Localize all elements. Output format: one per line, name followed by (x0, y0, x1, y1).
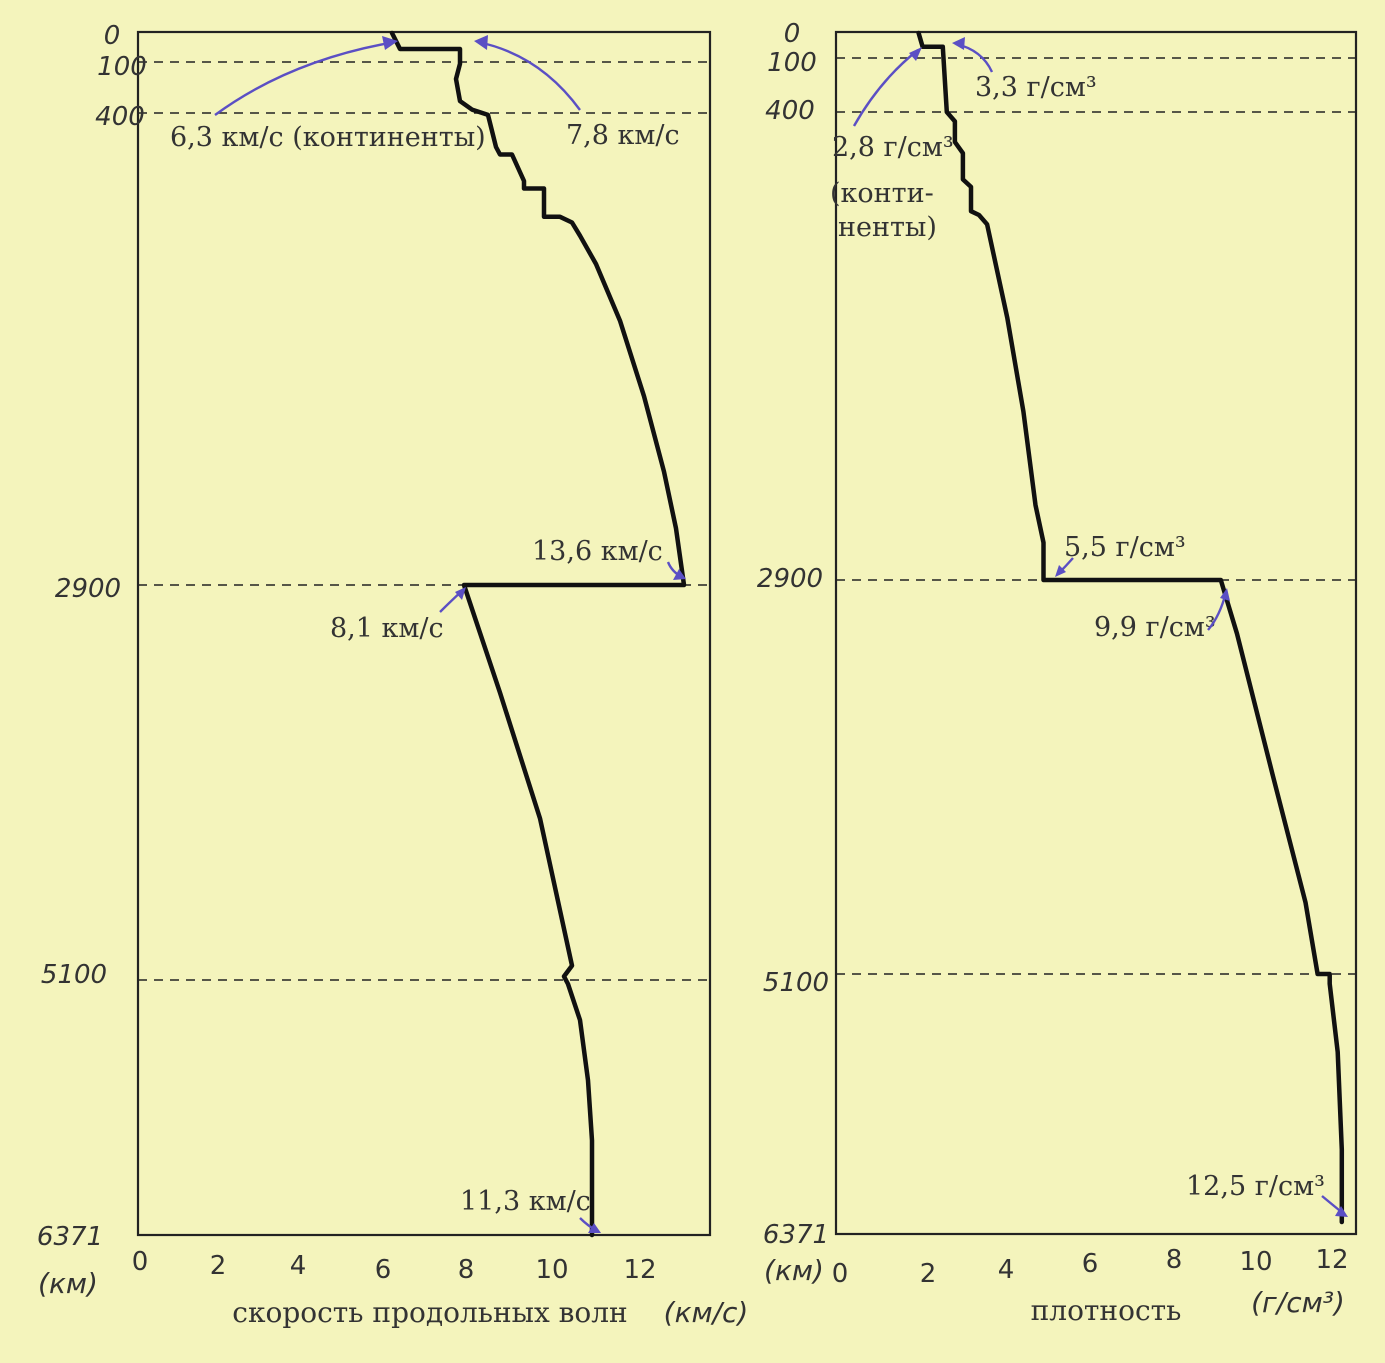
depth-tick-100: 100 (767, 48, 817, 78)
annotation-crust-density-note: (конти- (830, 178, 934, 209)
depth-tick-6371: 6371 (763, 1220, 829, 1250)
annotation-mantle-velocity: 7,8 км/с (566, 120, 680, 151)
depth-tick-0: 0 (104, 21, 121, 51)
arrowhead (382, 36, 398, 50)
arrowhead (474, 35, 488, 50)
density-plot-frame (834, 30, 1358, 1236)
x-tick-label: 4 (998, 1255, 1015, 1285)
annotation-lower-mantle-velocity: 13,6 км/с (532, 536, 663, 567)
annotation-outer-core-density: 9,9 г/см³ (1094, 612, 1216, 643)
depth-tick-5100: 5100 (763, 968, 829, 998)
x-tick-label: 6 (375, 1255, 392, 1285)
arrow (477, 40, 581, 111)
velocity-chart: 0 100 400 2900 5100 6371 (км) 0 2 4 6 8 … (37, 21, 748, 1329)
arrowhead (1055, 565, 1066, 577)
arrowhead (1220, 588, 1230, 601)
depth-tick-5100: 5100 (41, 960, 107, 990)
x-tick-label: 0 (132, 1247, 149, 1277)
arrow (852, 49, 919, 127)
x-tick-label: 12 (1315, 1245, 1348, 1275)
depth-tick-100: 100 (97, 52, 147, 82)
velocity-axis-label: скорость продольных волн (232, 1296, 627, 1329)
depth-tick-6371: 6371 (37, 1222, 103, 1252)
x-tick-label: 0 (832, 1259, 849, 1289)
annotation-crust-velocity: 6,3 км/с (континенты) (170, 122, 486, 153)
depth-tick-0: 0 (784, 19, 801, 49)
density-curve (916, 30, 1345, 1225)
arrowhead (673, 569, 686, 580)
annotation-inner-core-velocity: 11,3 км/с (460, 1186, 591, 1217)
arrowhead (455, 587, 466, 600)
arrowhead (909, 47, 922, 61)
depth-unit-label: (км) (38, 1267, 98, 1300)
depth-unit-label: (км) (764, 1254, 824, 1287)
density-axis-unit: (г/см³) (1251, 1286, 1345, 1319)
velocity-axis-unit: (км/с) (664, 1296, 749, 1329)
annotation-inner-core-density: 12,5 г/см³ (1186, 1171, 1325, 1202)
annotation-lower-mantle-density: 5,5 г/см³ (1064, 532, 1186, 563)
velocity-curve (389, 30, 687, 1238)
x-tick-label: 12 (623, 1255, 656, 1285)
annotation-crust-density-note: ненты) (838, 212, 937, 243)
arrowhead (1335, 1206, 1348, 1217)
annotation-outer-core-velocity: 8,1 км/с (330, 613, 444, 644)
density-chart: 0 100 400 2900 5100 6371 (км) 0 2 4 6 8 … (757, 19, 1360, 1327)
density-axis-label: плотность (1031, 1294, 1182, 1327)
annotation-crust-density: 2,8 г/см³ (832, 132, 954, 163)
depth-tick-400: 400 (95, 102, 145, 132)
velocity-plot-frame (136, 30, 712, 1237)
x-tick-label: 2 (920, 1259, 937, 1289)
x-tick-label: 6 (1082, 1249, 1099, 1279)
depth-tick-400: 400 (765, 96, 815, 126)
x-tick-label: 8 (1166, 1245, 1183, 1275)
x-tick-label: 10 (535, 1255, 568, 1285)
arrow (214, 40, 396, 116)
arrowhead (588, 1223, 601, 1233)
x-tick-label: 4 (290, 1251, 307, 1281)
annotation-mantle-density: 3,3 г/см³ (975, 72, 1097, 103)
x-tick-label: 8 (458, 1255, 475, 1285)
depth-tick-2900: 2900 (757, 564, 823, 594)
arrowhead (952, 37, 965, 50)
x-tick-label: 2 (210, 1251, 227, 1281)
x-tick-label: 10 (1239, 1247, 1272, 1277)
depth-tick-2900: 2900 (55, 574, 121, 604)
